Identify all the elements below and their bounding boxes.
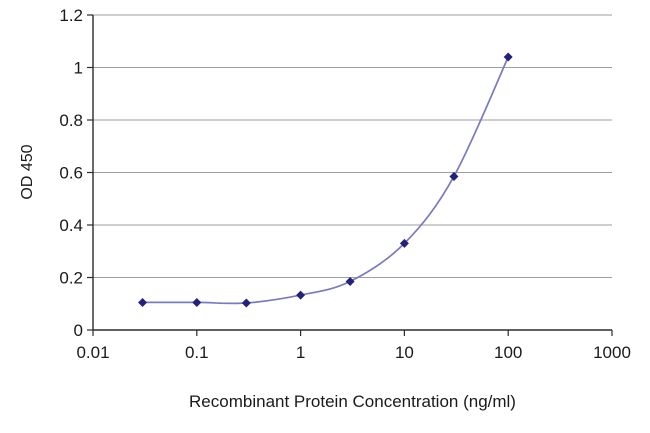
x-tick-label: 0.1	[185, 343, 209, 362]
y-tick-label: 1	[74, 59, 83, 78]
x-tick-label: 0.01	[76, 343, 109, 362]
data-point-marker	[399, 238, 409, 248]
x-tick-label: 10	[395, 343, 414, 362]
y-tick-label: 1.2	[59, 6, 83, 25]
data-point-marker	[345, 276, 355, 286]
data-point-marker	[138, 297, 148, 307]
data-point-marker	[192, 297, 202, 307]
y-tick-label: 0.6	[59, 164, 83, 183]
y-axis-title: OD 450	[19, 144, 36, 200]
data-point-marker	[241, 298, 251, 308]
x-tick-label: 100	[494, 343, 522, 362]
data-point-marker	[503, 52, 513, 62]
data-point-marker	[296, 290, 306, 300]
y-tick-label: 0.8	[59, 111, 83, 130]
x-tick-label: 1	[296, 343, 305, 362]
y-tick-label: 0.4	[59, 216, 83, 235]
y-tick-label: 0.2	[59, 269, 83, 288]
data-point-marker	[449, 171, 459, 181]
y-tick-label: 0	[74, 321, 83, 340]
x-tick-label: 1000	[593, 343, 631, 362]
x-axis-title: Recombinant Protein Concentration (ng/ml…	[189, 392, 516, 411]
